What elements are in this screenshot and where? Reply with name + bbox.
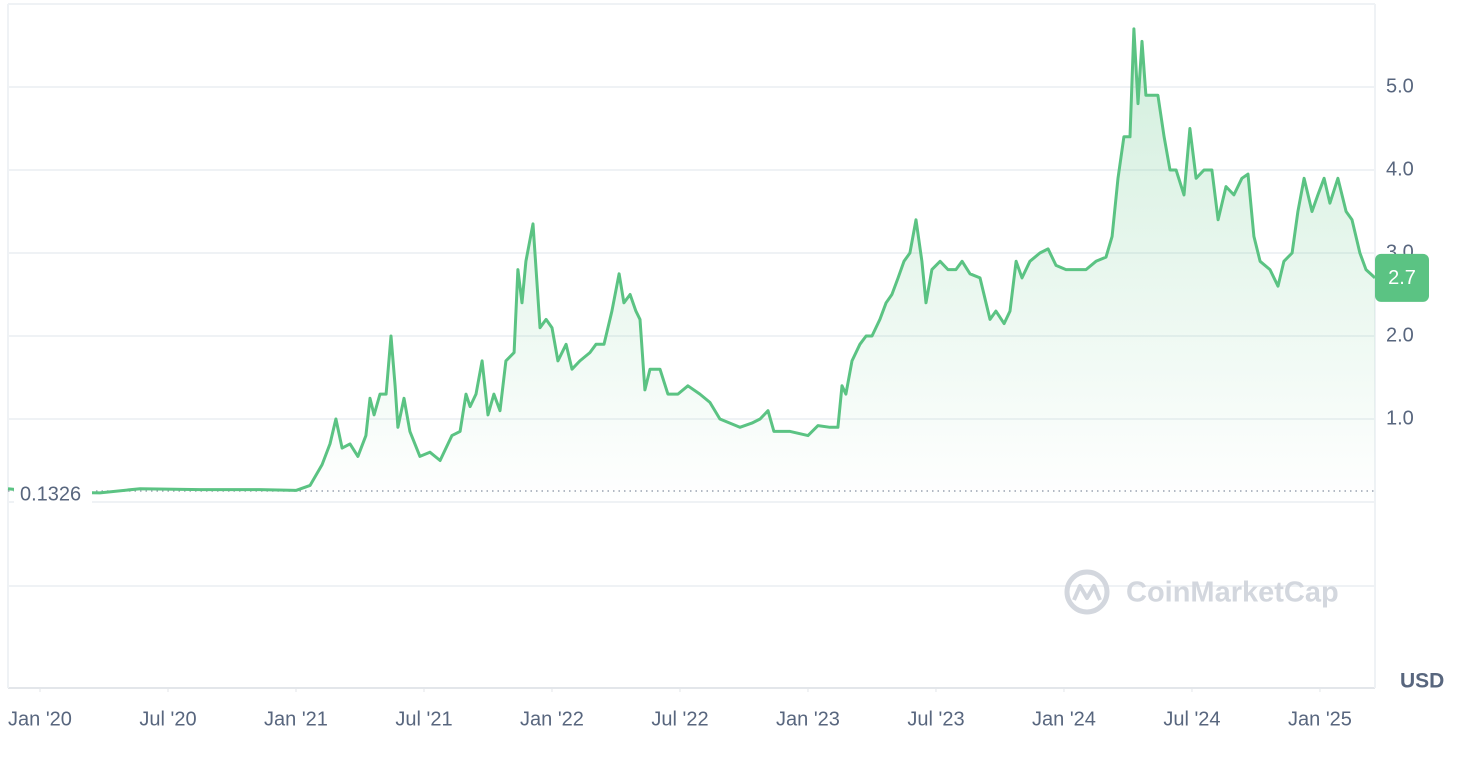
price-line bbox=[7, 27, 1377, 495]
x-tick-label: Jul '20 bbox=[139, 708, 196, 730]
x-tick-label: Jan '20 bbox=[8, 708, 72, 730]
y-tick-label: 5.0 bbox=[1386, 75, 1414, 97]
x-tick-label: Jul '22 bbox=[651, 708, 708, 730]
baseline-label: 0.1326 bbox=[20, 483, 81, 505]
x-tick-label: Jan '23 bbox=[776, 708, 840, 730]
y-tick-label: 1.0 bbox=[1386, 407, 1414, 429]
x-tick-label: Jan '24 bbox=[1032, 708, 1096, 730]
y-tick-label: 4.0 bbox=[1386, 158, 1414, 180]
baseline-label-bg bbox=[14, 482, 92, 507]
currency-label: USD bbox=[1400, 670, 1444, 693]
watermark-text: CoinMarketCap bbox=[1126, 577, 1339, 609]
x-tick-label: Jul '24 bbox=[1163, 708, 1220, 730]
watermark: CoinMarketCap bbox=[1064, 569, 1339, 615]
x-tick-label: Jan '22 bbox=[520, 708, 584, 730]
x-tick-label: Jul '21 bbox=[395, 708, 452, 730]
y-tick-label: 2.0 bbox=[1386, 324, 1414, 346]
price-badge-label: 2.7 bbox=[1388, 267, 1416, 289]
price-badge bbox=[1375, 253, 1429, 302]
x-tick-label: Jul '23 bbox=[907, 708, 964, 730]
area bbox=[8, 28, 1375, 503]
x-tick-label: Jan '25 bbox=[1288, 708, 1352, 730]
x-tick-label: Jan '21 bbox=[264, 708, 328, 730]
